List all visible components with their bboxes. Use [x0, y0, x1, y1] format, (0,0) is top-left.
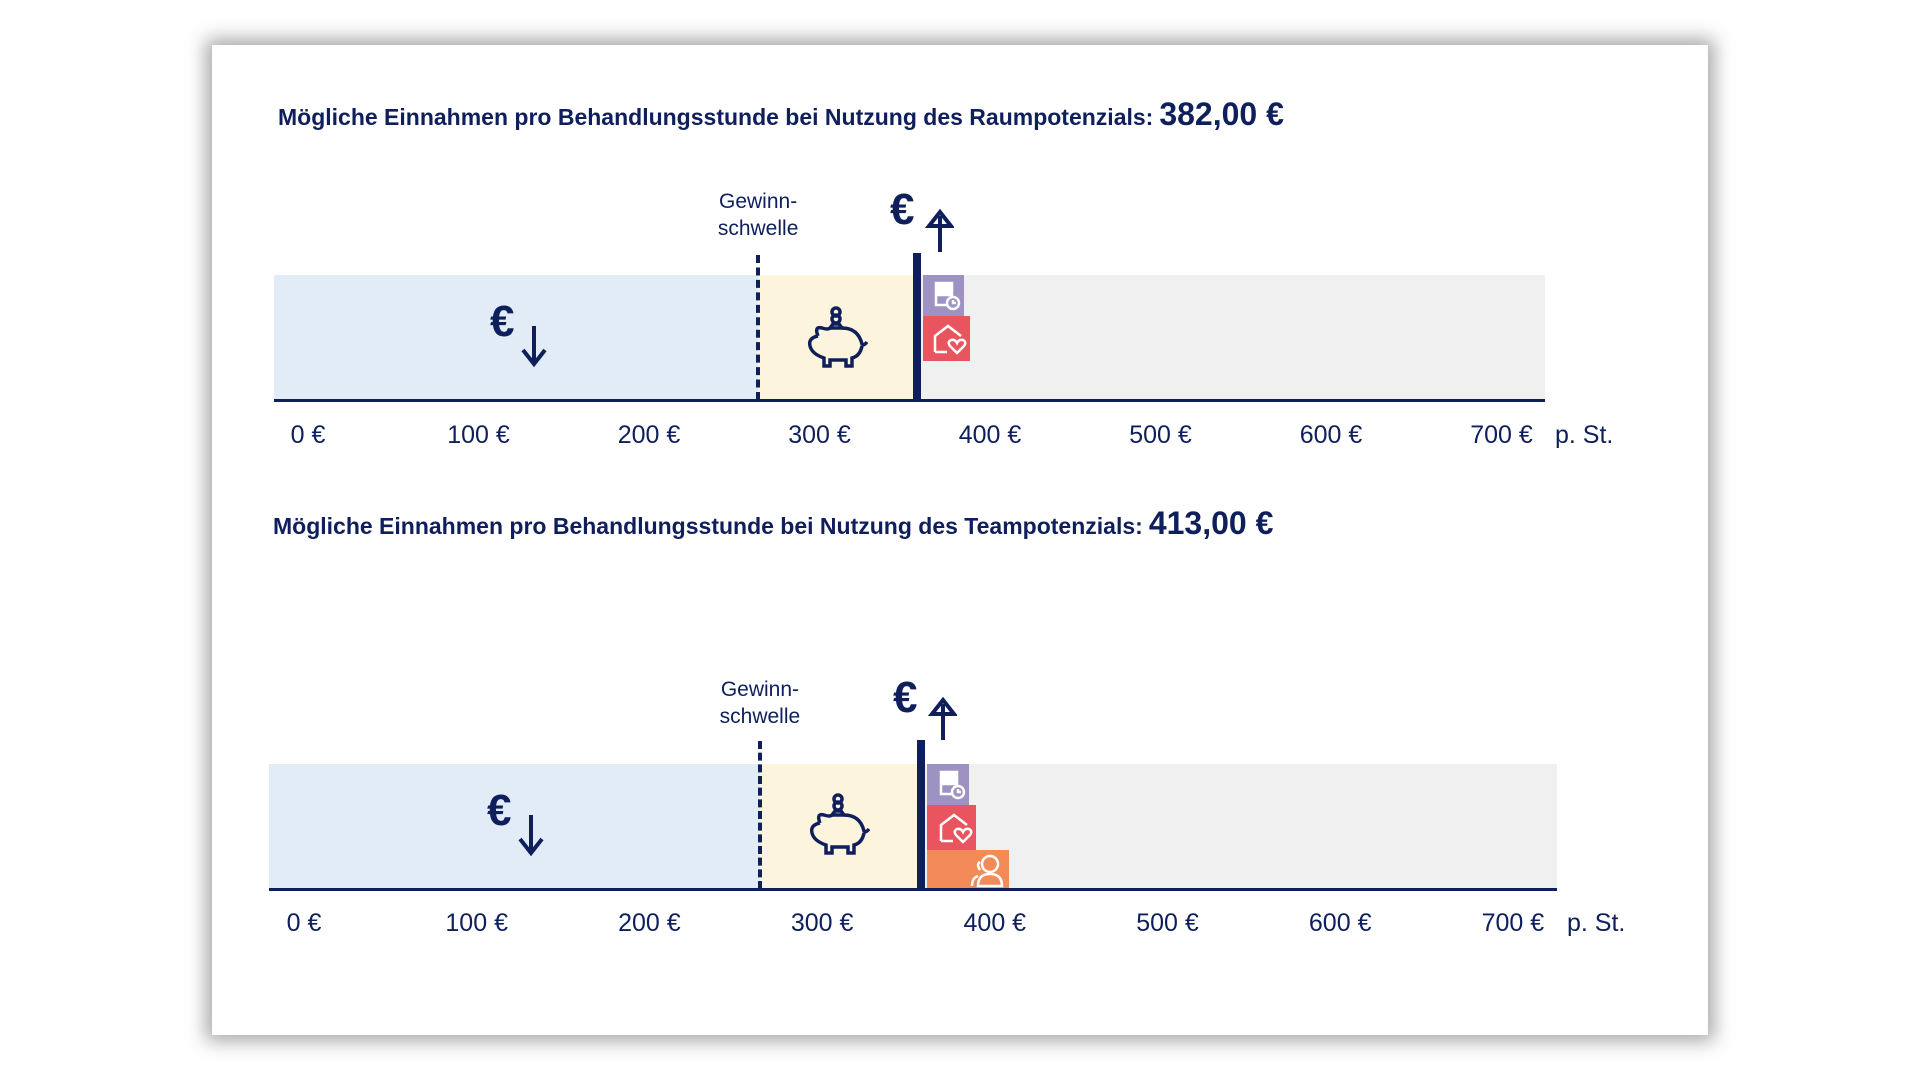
chart-1-headline-value: 382,00 € [1159, 96, 1284, 132]
break-even-label: Gewinn-schwelle [718, 188, 799, 242]
break-even-label-line: schwelle [719, 705, 801, 728]
break-even-label-line: schwelle [717, 217, 799, 240]
x-axis [269, 888, 1557, 891]
home-heart-icon [931, 322, 967, 356]
current-value-marker [912, 253, 921, 400]
euro-up-icon: € [893, 680, 957, 742]
x-unit-label: p. St. [1567, 909, 1626, 937]
loss-zone [274, 275, 759, 400]
break-even-line [756, 255, 761, 400]
chart-2-title: Mögliche Einnahmen pro Behandlungsstunde… [273, 505, 1273, 542]
stack-segment-home-heart [922, 316, 970, 361]
x-tick-label: 200 € [618, 909, 681, 937]
room-icon [938, 769, 966, 801]
x-tick-label: 500 € [1129, 421, 1192, 449]
profit-zone [758, 275, 917, 400]
remaining-zone [920, 764, 1557, 889]
x-axis [274, 399, 1545, 402]
x-tick-label: 0 € [290, 421, 326, 449]
x-tick-label: 400 € [963, 909, 1027, 937]
piggy-bank-icon [804, 306, 870, 370]
loss-zone [269, 764, 760, 889]
euro-down-icon: € [487, 791, 551, 859]
remaining-zone [916, 275, 1545, 400]
x-tick-label: 500 € [1136, 909, 1199, 937]
current-value-marker [916, 740, 925, 889]
svg-text:€: € [490, 302, 514, 346]
x-unit-label: p. St. [1555, 421, 1614, 449]
x-tick-label: 100 € [445, 909, 508, 937]
home-heart-icon [937, 811, 973, 845]
x-tick-label: 600 € [1308, 909, 1372, 937]
svg-text:€: € [487, 791, 511, 835]
x-tick-label: 300 € [788, 421, 851, 449]
x-tick-label: 200 € [617, 421, 681, 449]
euro-up-icon: € [890, 192, 954, 254]
break-even-line [757, 741, 762, 889]
stack-segment-room [922, 275, 965, 316]
x-tick-label: 700 € [1481, 909, 1545, 937]
room-icon [933, 280, 961, 312]
x-tick-label: 0 € [286, 909, 322, 937]
stack-segment-home-heart [926, 805, 976, 850]
x-tick-label: 100 € [447, 421, 510, 449]
profit-zone [759, 764, 921, 889]
break-even-label-line: Gewinn- [719, 190, 798, 213]
chart-2-headline-value: 413,00 € [1148, 505, 1274, 541]
euro-down-icon: € [490, 302, 554, 370]
x-tick-label: 600 € [1299, 421, 1363, 449]
chart-1-title: Mögliche Einnahmen pro Behandlungsstunde… [278, 96, 1284, 133]
stack-segment-team [926, 850, 1009, 889]
svg-text:€: € [890, 192, 914, 234]
chart-1-title-text: Mögliche Einnahmen pro Behandlungsstunde… [278, 104, 1154, 130]
chart-2-title-text: Mögliche Einnahmen pro Behandlungsstunde… [273, 513, 1143, 539]
stack-segment-room [926, 764, 969, 805]
break-even-label-line: Gewinn- [720, 678, 800, 701]
svg-text:€: € [893, 680, 917, 722]
piggy-bank-icon [806, 793, 872, 857]
x-tick-label: 700 € [1470, 421, 1533, 449]
team-icon [966, 852, 1006, 888]
x-tick-label: 300 € [790, 909, 854, 937]
break-even-label: Gewinn-schwelle [720, 676, 801, 730]
x-tick-label: 400 € [958, 421, 1022, 449]
